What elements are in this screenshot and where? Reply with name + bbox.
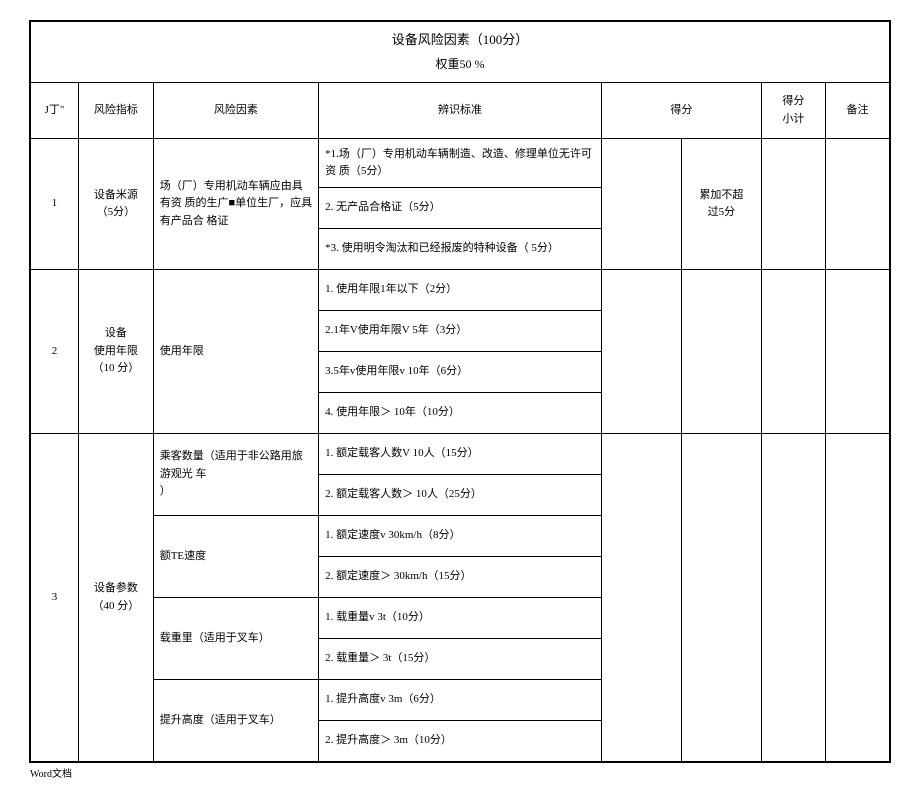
page-title: 设备风险因素（100分） [31, 22, 890, 53]
std-3-1-1: 2. 额定速度＞ 30km/h（15分） [319, 557, 602, 598]
std-1-2: *3. 使用明令淘汰和已经报废的特种设备（ 5分） [319, 229, 602, 270]
sc1-2 [601, 270, 681, 434]
seq-3: 3 [31, 434, 79, 762]
footer-text: Word文档 [30, 765, 890, 780]
std-3-2-1: 2. 载重量＞ 3t（15分） [319, 639, 602, 680]
sc1-3 [601, 434, 681, 762]
sc1-1 [601, 139, 681, 270]
rem-2 [825, 270, 889, 434]
fac-3-1: 额TE速度 [153, 516, 318, 598]
sc2-1: 累加不超过5分 [681, 139, 761, 270]
std-2-1: 2.1年V使用年限V 5年（3分） [319, 311, 602, 352]
std-3-1-0: 1. 额定速度v 30km/h（8分） [319, 516, 602, 557]
hdr-score: 得分 [601, 82, 761, 138]
sc2-3 [681, 434, 761, 762]
fac-3-2: 载重里（适用于叉车） [153, 598, 318, 680]
ind-2: 设备使用年限（10 分） [79, 270, 154, 434]
ind-3: 设备参数（40 分） [79, 434, 154, 762]
std-1-1: 2. 无产品合格证（5分） [319, 188, 602, 229]
std-2-3: 4. 使用年限＞ 10年（10分） [319, 393, 602, 434]
hdr-standard: 辨识标准 [319, 82, 602, 138]
seq-2: 2 [31, 270, 79, 434]
hdr-subtotal: 得分小计 [761, 82, 825, 138]
std-1-0: *1.场（厂）专用机动车辆制造、改造、修理单位无许可资 质（5分） [319, 139, 602, 188]
rem-1 [825, 139, 889, 270]
fac-3-3: 提升高度（适用于叉车） [153, 680, 318, 762]
std-3-0-1: 2. 额定载客人数＞ 10人（25分） [319, 475, 602, 516]
fac-2: 使用年限 [153, 270, 318, 434]
fac-1: 场（厂）专用机动车辆应由具有资 质的生广■单位生厂，应具有产品合 格证 [153, 139, 318, 270]
sub-1 [761, 139, 825, 270]
std-3-3-1: 2. 提升高度＞ 3m（10分） [319, 721, 602, 762]
hdr-seq: J丁" [31, 82, 79, 138]
ind-1: 设备米源（5分） [79, 139, 154, 270]
std-2-0: 1. 使用年限1年以下（2分） [319, 270, 602, 311]
fac-3-0: 乘客数量（适用于非公路用旅游观光 车） [153, 434, 318, 516]
rem-3 [825, 434, 889, 762]
std-3-3-0: 1. 提升高度v 3m（6分） [319, 680, 602, 721]
sc2-2 [681, 270, 761, 434]
hdr-factor: 风险因素 [153, 82, 318, 138]
seq-1: 1 [31, 139, 79, 270]
std-3-0-0: 1. 额定载客人数V 10人（15分） [319, 434, 602, 475]
hdr-indicator: 风险指标 [79, 82, 154, 138]
sub-2 [761, 270, 825, 434]
sub-3 [761, 434, 825, 762]
page-subtitle: 权重50 % [31, 53, 890, 83]
std-3-2-0: 1. 载重量v 3t（10分） [319, 598, 602, 639]
std-2-2: 3.5年v使用年限v 10年（6分） [319, 352, 602, 393]
hdr-remark: 备注 [825, 82, 889, 138]
